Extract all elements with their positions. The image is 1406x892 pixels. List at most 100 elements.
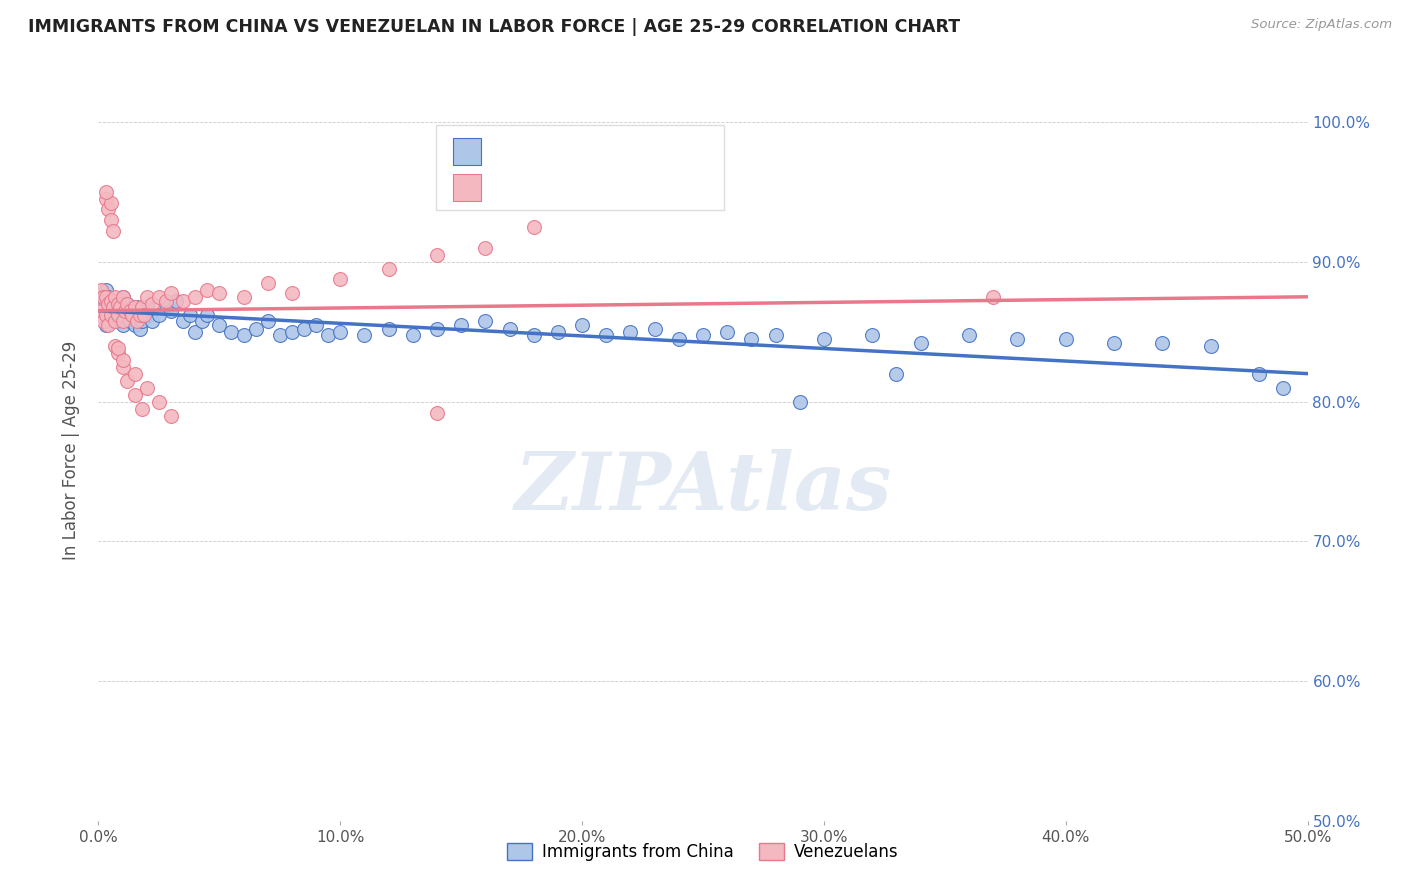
Point [256,276,278,290]
Point [426,322,449,336]
Point [160,285,183,300]
Point [101,300,124,314]
Point [269,327,291,342]
Point [104,339,127,353]
Point [172,293,194,308]
Point [184,290,207,304]
Point [114,303,136,318]
Point [668,332,690,346]
Point [90,297,112,311]
Point [100,293,122,308]
Text: R =: R = [488,178,524,196]
Point [329,271,352,285]
Point [128,308,150,322]
Point [124,367,146,381]
Point [172,313,194,327]
Point [121,308,143,322]
Point [107,308,129,322]
Point [377,261,399,276]
Point [981,290,1004,304]
Point [886,367,908,381]
Point [91,290,114,304]
Point [97,290,120,304]
Point [104,290,127,304]
Point [111,290,134,304]
Point [957,327,980,342]
Point [111,359,134,374]
Point [281,325,304,339]
Point [716,325,738,339]
Point [117,297,139,311]
Point [118,313,141,327]
Point [281,285,304,300]
Point [111,318,134,332]
Point [91,290,114,304]
Point [195,283,218,297]
Point [910,335,932,350]
Point [1102,335,1125,350]
Point [94,185,117,199]
Point [107,297,129,311]
Point [547,325,569,339]
Point [94,283,117,297]
Point [100,196,122,211]
Point [1054,332,1077,346]
Point [498,322,520,336]
Point [117,297,139,311]
Point [221,325,243,339]
Point [1007,332,1029,346]
Point [426,406,449,420]
Point [107,342,129,356]
Point [107,345,129,359]
Point [692,327,714,342]
Text: ZIPAtlas: ZIPAtlas [515,449,891,526]
Point [148,394,170,409]
Point [208,318,231,332]
Point [160,303,183,318]
Point [195,308,218,322]
Point [765,327,787,342]
Point [124,318,146,332]
Point [141,313,163,327]
Point [179,308,201,322]
Point [104,313,127,327]
Point [232,327,254,342]
Point [135,290,157,304]
Point [148,308,170,322]
Point [329,325,352,339]
Point [305,318,328,332]
Text: Source: ZipAtlas.com: Source: ZipAtlas.com [1251,18,1392,31]
Point [165,293,187,308]
Point [97,297,120,311]
Point [292,322,315,336]
Point [111,313,134,327]
Point [111,352,134,367]
Point [1272,381,1295,395]
Point [789,394,811,409]
Point [131,300,153,314]
Point [97,318,120,332]
Point [474,313,496,327]
Point [245,322,267,336]
Point [474,241,496,255]
Point [94,290,117,304]
Text: N = 76: N = 76 [593,143,651,161]
Point [619,325,641,339]
Point [111,290,134,304]
Point [571,318,593,332]
Point [160,409,183,423]
Point [91,313,114,327]
Point [131,313,153,327]
Point [184,325,207,339]
Point [135,381,157,395]
Point [97,202,120,216]
Point [316,327,339,342]
Point [208,285,231,300]
Text: 0.016: 0.016 [527,178,585,196]
Point [426,248,449,262]
Point [131,401,153,416]
Point [1199,339,1222,353]
Point [124,387,146,401]
Point [1152,335,1174,350]
Point [860,327,883,342]
